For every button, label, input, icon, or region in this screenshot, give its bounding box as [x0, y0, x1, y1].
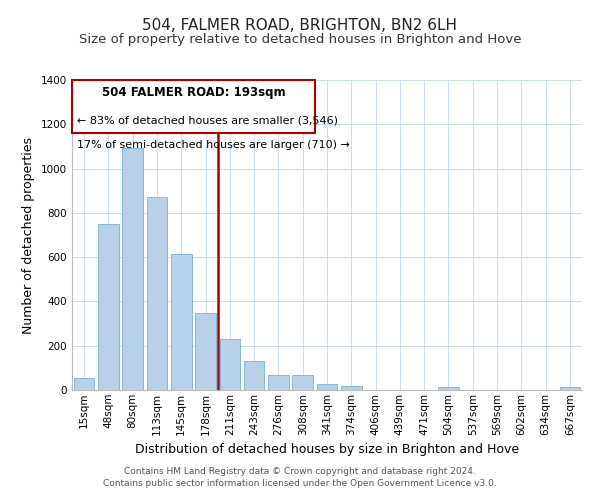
Bar — [317, 384, 337, 390]
Bar — [122, 148, 143, 390]
Bar — [195, 312, 216, 390]
Bar — [268, 375, 289, 390]
Bar — [560, 388, 580, 390]
FancyBboxPatch shape — [72, 80, 315, 133]
X-axis label: Distribution of detached houses by size in Brighton and Hove: Distribution of detached houses by size … — [135, 443, 519, 456]
Bar — [244, 361, 265, 390]
Text: 504 FALMER ROAD: 193sqm: 504 FALMER ROAD: 193sqm — [101, 86, 285, 99]
Bar — [98, 224, 119, 390]
Bar — [74, 378, 94, 390]
Text: Contains HM Land Registry data © Crown copyright and database right 2024.: Contains HM Land Registry data © Crown c… — [124, 467, 476, 476]
Bar — [220, 339, 240, 390]
Text: 504, FALMER ROAD, BRIGHTON, BN2 6LH: 504, FALMER ROAD, BRIGHTON, BN2 6LH — [143, 18, 458, 32]
Text: 17% of semi-detached houses are larger (710) →: 17% of semi-detached houses are larger (… — [77, 140, 350, 150]
Text: Contains public sector information licensed under the Open Government Licence v3: Contains public sector information licen… — [103, 478, 497, 488]
Bar — [438, 388, 459, 390]
Bar — [292, 375, 313, 390]
Bar — [341, 386, 362, 390]
Text: ← 83% of detached houses are smaller (3,546): ← 83% of detached houses are smaller (3,… — [77, 116, 338, 126]
Bar — [171, 254, 191, 390]
Text: Size of property relative to detached houses in Brighton and Hove: Size of property relative to detached ho… — [79, 32, 521, 46]
Bar — [146, 198, 167, 390]
Y-axis label: Number of detached properties: Number of detached properties — [22, 136, 35, 334]
